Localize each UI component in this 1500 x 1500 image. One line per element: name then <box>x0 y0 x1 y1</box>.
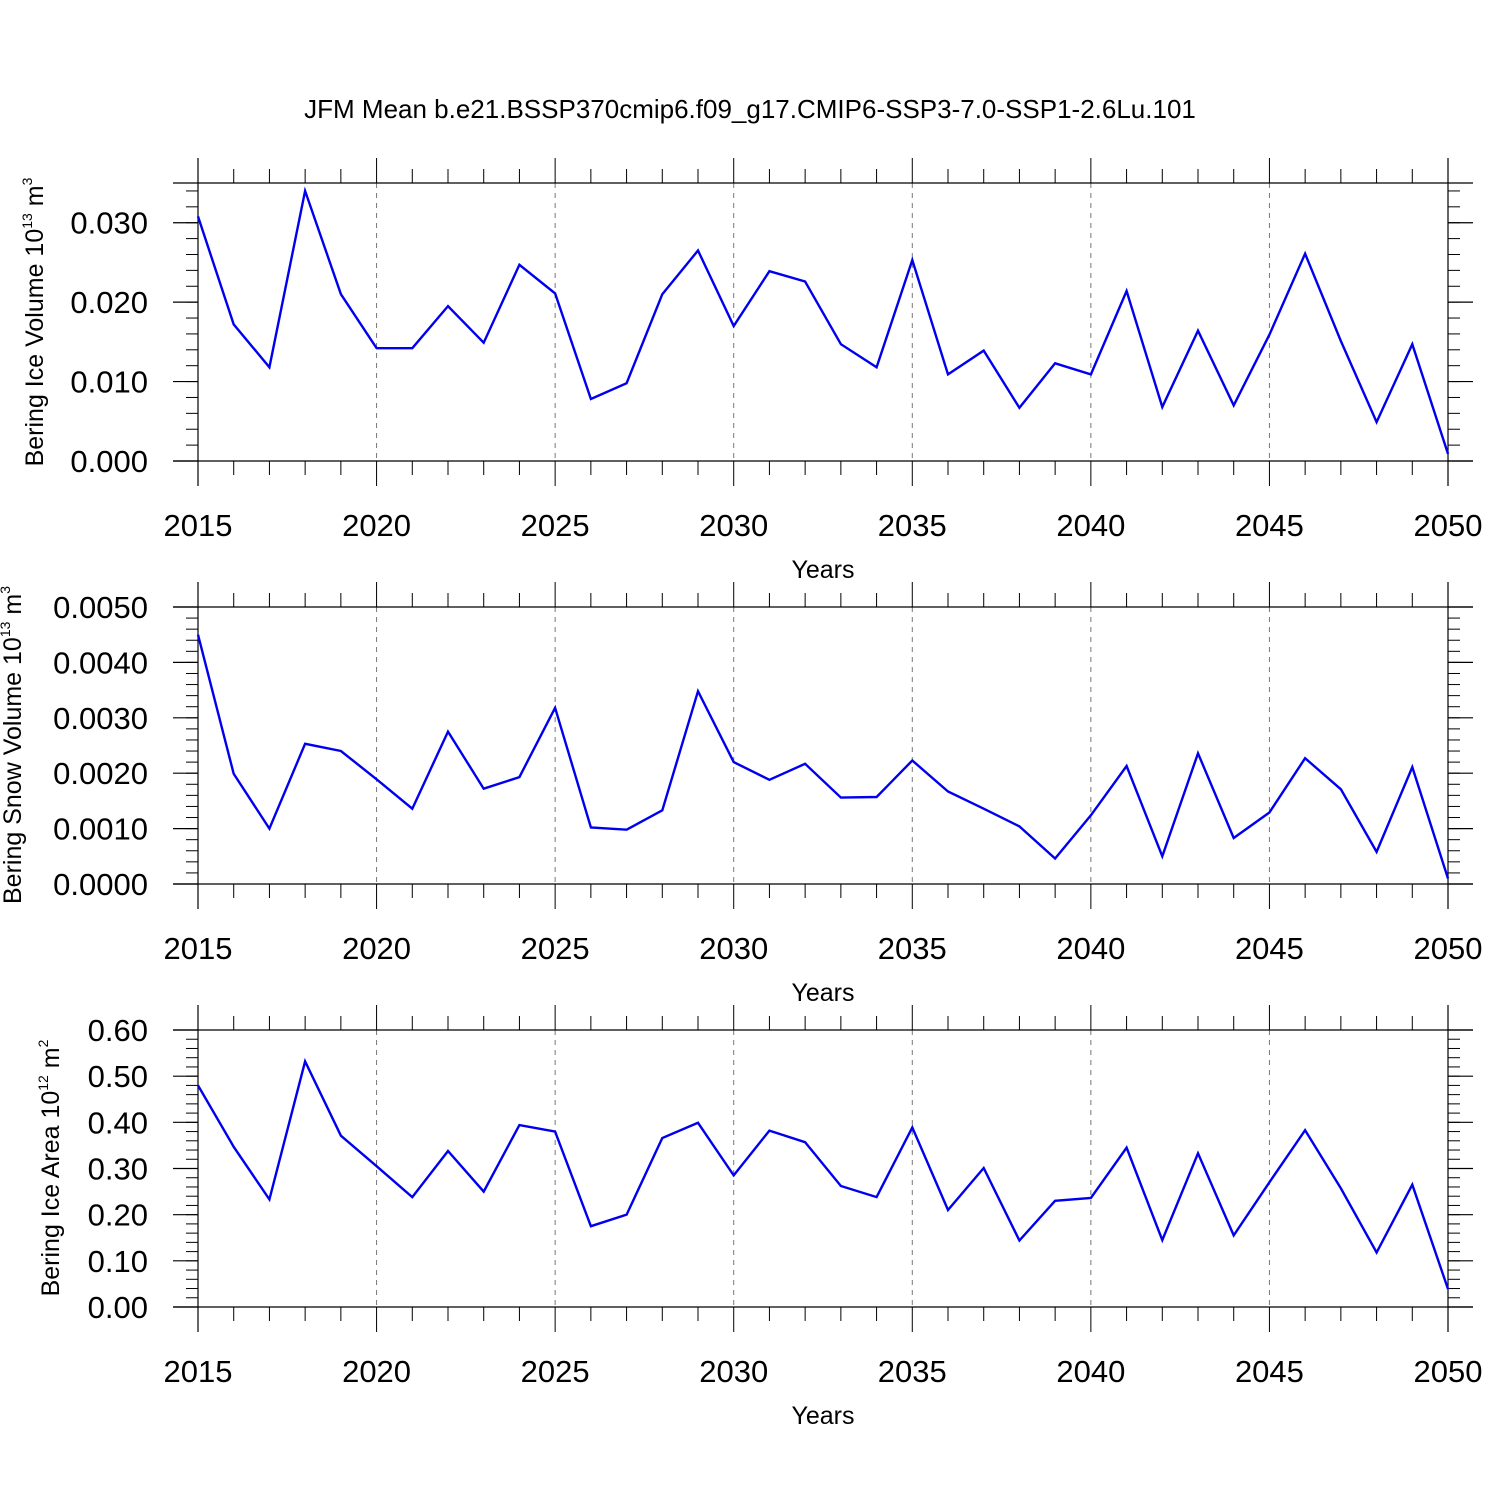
y-tick-label: 0.0000 <box>53 867 148 902</box>
x-tick-label: 2040 <box>1056 931 1125 966</box>
y-tick-label: 0.000 <box>70 444 148 479</box>
y-tick-label: 0.50 <box>88 1059 148 1094</box>
x-tick-label: 2050 <box>1414 931 1483 966</box>
y-tick-label: 0.0030 <box>53 701 148 736</box>
x-tick-label: 2025 <box>521 931 590 966</box>
x-tick-label: 2015 <box>164 1354 233 1389</box>
x-tick-label: 2025 <box>521 1354 590 1389</box>
plot-area-snow-volume: 0.0000 0.0010 0.0020 0.0030 0.0040 0.0050 2015… <box>53 582 1482 966</box>
y-tick-label: 0.030 <box>70 206 148 241</box>
y-axis-label-ice-area: Bering Ice Area 1012 m2 <box>35 1039 65 1296</box>
x-tick-label: 2020 <box>342 931 411 966</box>
x-tick-label: 2045 <box>1235 508 1304 543</box>
x-tick-label: 2040 <box>1056 1354 1125 1389</box>
x-tick-label: 2040 <box>1056 508 1125 543</box>
x-tick-label: 2035 <box>878 508 947 543</box>
x-tick-label: 2025 <box>521 508 590 543</box>
panel-snow-volume: 0.0000 0.0010 0.0020 0.0030 0.0040 0.0050 2015… <box>0 582 1482 1007</box>
y-tick-label: 0.60 <box>88 1013 148 1048</box>
x-axis-label-ice-area: Years <box>791 1402 854 1430</box>
x-axis-label-ice-volume: Years <box>791 556 854 584</box>
x-tick-label: 2045 <box>1235 1354 1304 1389</box>
series-line-snow-volume <box>196 634 1450 879</box>
x-tick-label: 2015 <box>164 508 233 543</box>
x-axis-label-snow-volume: Years <box>791 979 854 1007</box>
y-axis-label-ice-volume: Bering Ice Volume 1013 m3 <box>19 177 49 466</box>
y-tick-label: 0.0010 <box>53 812 148 847</box>
y-tick-label: 0.10 <box>88 1244 148 1279</box>
chart-title: JFM Mean b.e21.BSSP370cmip6.f09_g17.CMIP… <box>304 94 1196 124</box>
plot-area-ice-volume: 0.000 0.010 0.020 0.030 2015 2020 2025 2030 2035… <box>70 158 1482 543</box>
y-axis-label-snow-volume: Bering Snow Volume 1013 m3 <box>0 586 27 904</box>
x-tick-label: 2030 <box>699 1354 768 1389</box>
plot-area-ice-area: 0.00 0.10 0.20 0.30 0.40 0.50 0.60 2015 2020 2025… <box>88 1005 1483 1389</box>
y-tick-label: 0.0020 <box>53 756 148 791</box>
x-tick-label: 2030 <box>699 508 768 543</box>
y-tick-label: 0.30 <box>88 1152 148 1187</box>
y-tick-label: 0.010 <box>70 365 148 400</box>
y-tick-label: 0.00 <box>88 1290 148 1325</box>
x-tick-label: 2035 <box>878 931 947 966</box>
x-tick-label: 2045 <box>1235 931 1304 966</box>
x-tick-label: 2050 <box>1414 1354 1483 1389</box>
panel-ice-volume: 0.000 0.010 0.020 0.030 2015 2020 2025 2030 2035… <box>19 158 1482 584</box>
x-tick-label: 2015 <box>164 931 233 966</box>
x-tick-label: 2020 <box>342 1354 411 1389</box>
panel-ice-area: 0.00 0.10 0.20 0.30 0.40 0.50 0.60 2015 2020 2025… <box>35 1005 1482 1430</box>
series-line-ice-area <box>196 1057 1450 1290</box>
y-tick-label: 0.40 <box>88 1105 148 1140</box>
x-tick-label: 2050 <box>1414 508 1483 543</box>
x-tick-label: 2020 <box>342 508 411 543</box>
x-tick-label: 2035 <box>878 1354 947 1389</box>
y-tick-label: 0.0040 <box>53 645 148 680</box>
y-tick-label: 0.20 <box>88 1198 148 1233</box>
y-tick-label: 0.020 <box>70 285 148 320</box>
y-tick-label: 0.0050 <box>53 590 148 625</box>
x-tick-label: 2030 <box>699 931 768 966</box>
series-line-ice-volume <box>196 186 1450 455</box>
